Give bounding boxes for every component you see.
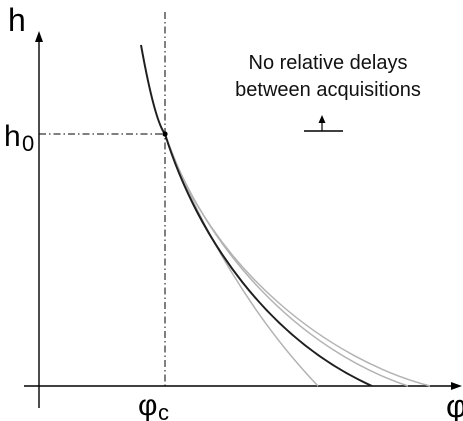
h0-label-subscript: 0: [22, 131, 34, 156]
phic-label-main: φ: [138, 389, 157, 421]
main-curve: [140, 44, 373, 387]
phic-label: φ c: [138, 389, 169, 421]
phic-label-subscript: c: [158, 400, 169, 421]
h0-label-main: h: [4, 120, 21, 153]
h0-label: h 0: [4, 120, 34, 156]
y-axis-label: h: [8, 2, 26, 38]
alt-curve-shallow: [164, 133, 431, 387]
annotation-line-2: between acquisitions: [235, 79, 421, 101]
alt-curve-steep: [164, 133, 319, 387]
x-axis-label: φ: [446, 388, 463, 421]
guide-lines: [39, 12, 166, 386]
up-arrow-marker-icon: [304, 115, 343, 132]
axes: [24, 31, 462, 408]
alt-curve-middle: [164, 133, 409, 387]
h0-phic-point: [162, 131, 168, 137]
alternative-curves: [164, 133, 431, 387]
y-axis-arrow-icon: [35, 31, 43, 42]
annotation-line-1: No relative delays: [249, 52, 408, 74]
x-axis-arrow-icon: [451, 382, 462, 390]
